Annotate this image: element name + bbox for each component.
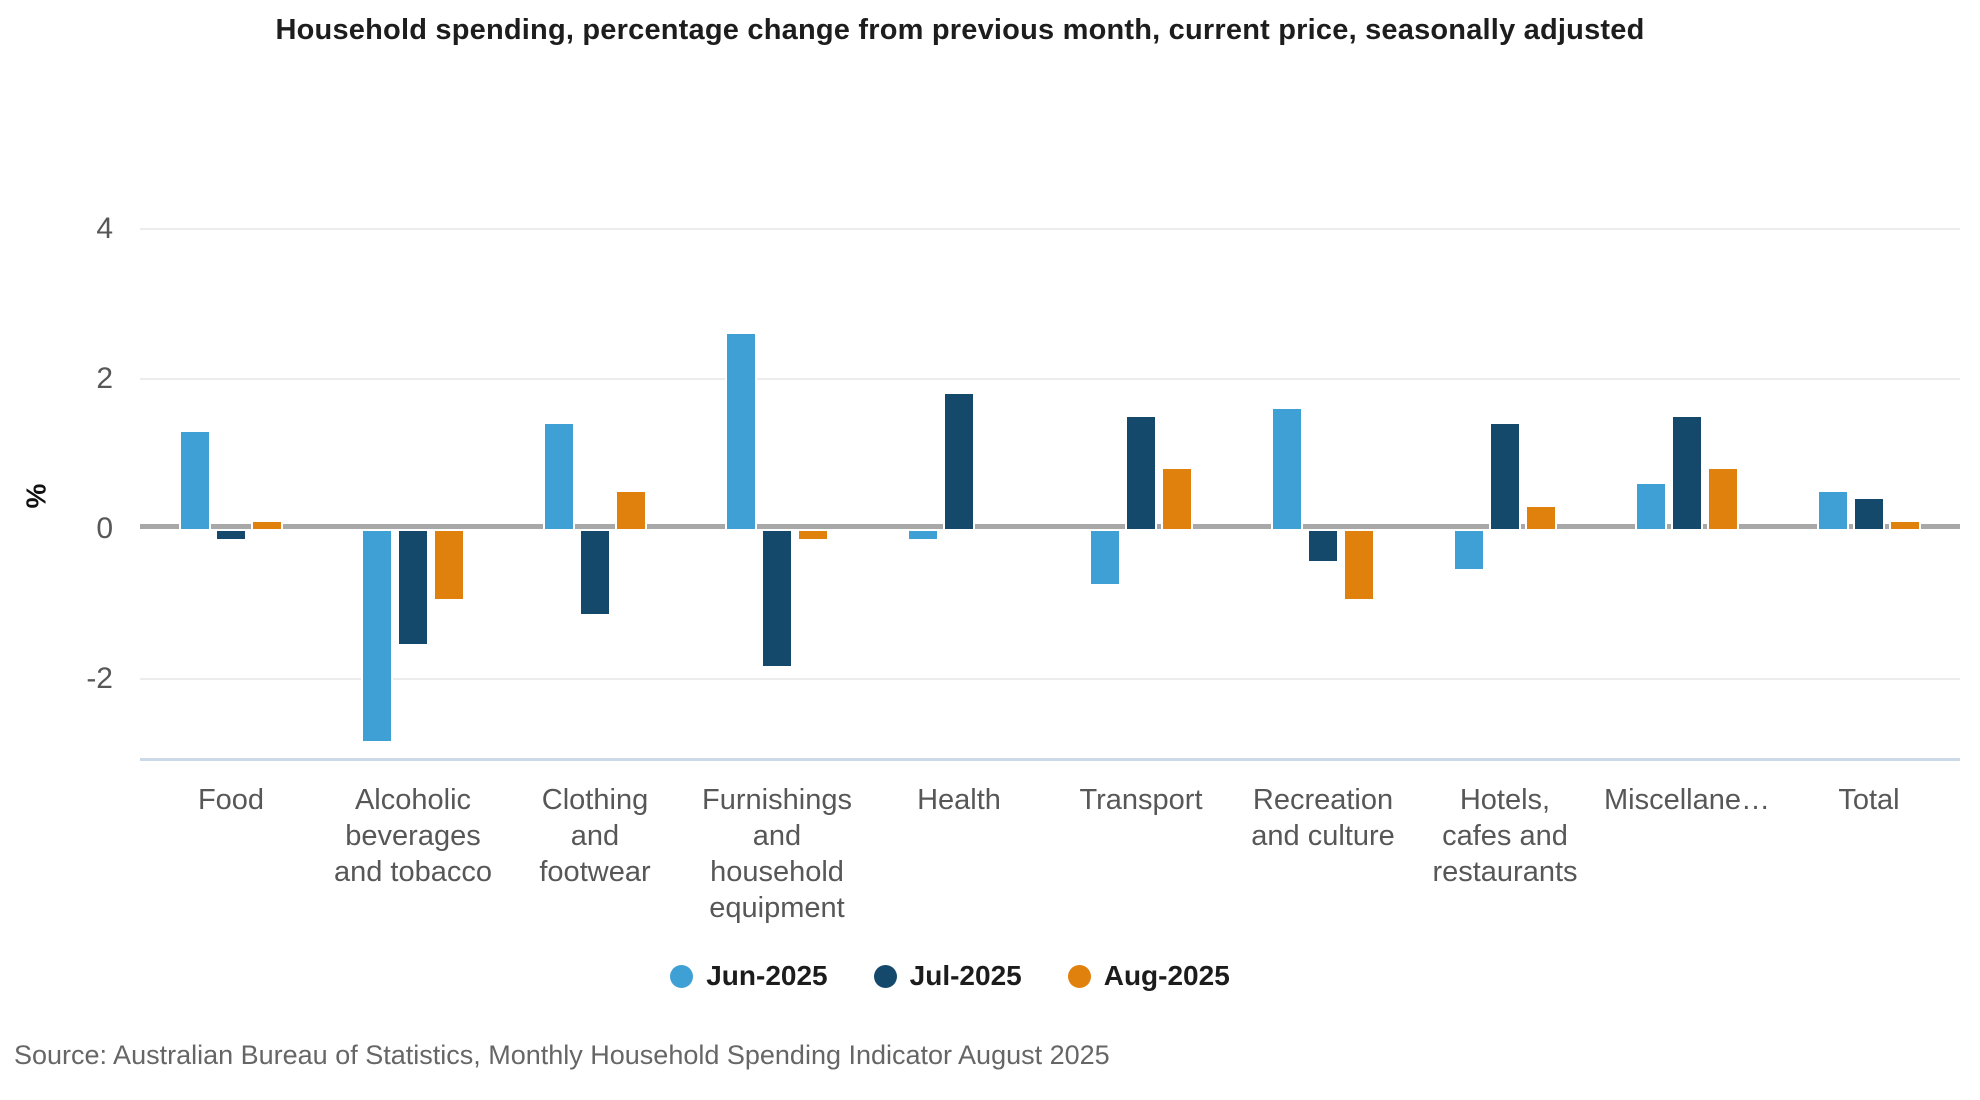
zero-line	[140, 524, 1960, 529]
bar-jul-2025-health[interactable]	[945, 394, 973, 529]
bar-jul-2025-transport[interactable]	[1127, 416, 1155, 529]
y-axis-title: %	[20, 483, 52, 509]
legend-label: Jul-2025	[909, 960, 1022, 991]
x-category-label-miscellane: Miscellane…	[1604, 784, 1770, 816]
bar-aug-2025-furnishings[interactable]	[799, 531, 827, 539]
bar-aug-2025-total[interactable]	[1891, 521, 1919, 529]
bar-aug-2025-hotels[interactable]	[1527, 506, 1555, 529]
gridline-y-2	[140, 378, 1960, 380]
x-category-label-clothing: Clothing and footwear	[539, 784, 651, 888]
bar-aug-2025-recreation[interactable]	[1345, 531, 1373, 599]
chart-legend: Jun-2025 Jul-2025 Aug-2025	[0, 960, 1900, 992]
bar-jul-2025-furnishings[interactable]	[763, 531, 791, 666]
x-category-label-alcoholic: Alcoholic beverages and tobacco	[333, 784, 492, 888]
bar-jul-2025-alcoholic[interactable]	[399, 531, 427, 644]
legend-item-jul-2025[interactable]: Jul-2025	[873, 960, 1022, 992]
bar-jun-2025-furnishings[interactable]	[727, 334, 755, 529]
bar-jun-2025-total[interactable]	[1819, 491, 1847, 529]
x-axis-line	[140, 758, 1960, 761]
x-category-label-hotels: Hotels, cafes and restaurants	[1432, 784, 1578, 888]
legend-label: Aug-2025	[1103, 960, 1230, 991]
y-tick-label-2: 2	[96, 362, 113, 395]
bar-aug-2025-food[interactable]	[253, 521, 281, 529]
source-note: Source: Australian Bureau of Statistics,…	[14, 1040, 1110, 1070]
legend-swatch-icon	[670, 964, 694, 988]
x-category-label-total: Total	[1838, 784, 1900, 816]
chart-title: Household spending, percentage change fr…	[275, 14, 1645, 46]
bar-jun-2025-food[interactable]	[181, 431, 209, 529]
bar-jun-2025-miscellane[interactable]	[1637, 484, 1665, 529]
y-tick-label-0: 0	[96, 512, 113, 545]
bar-jun-2025-hotels[interactable]	[1455, 531, 1483, 569]
x-category-label-transport: Transport	[1079, 784, 1203, 816]
y-tick-label--2: -2	[86, 662, 113, 695]
bar-jun-2025-alcoholic[interactable]	[363, 531, 391, 741]
bar-jul-2025-hotels[interactable]	[1491, 424, 1519, 529]
legend-swatch-icon	[1067, 964, 1091, 988]
bar-jun-2025-recreation[interactable]	[1273, 409, 1301, 529]
x-category-label-food: Food	[197, 784, 265, 816]
x-category-label-recreation: Recreation and culture	[1251, 784, 1395, 852]
bar-jul-2025-clothing[interactable]	[581, 531, 609, 614]
legend-label: Jun-2025	[706, 960, 828, 991]
gridline-y-4	[140, 228, 1960, 230]
bar-jun-2025-health[interactable]	[909, 531, 937, 539]
bar-aug-2025-clothing[interactable]	[617, 491, 645, 529]
bar-aug-2025-miscellane[interactable]	[1709, 469, 1737, 529]
bar-jun-2025-transport[interactable]	[1091, 531, 1119, 584]
bar-aug-2025-transport[interactable]	[1163, 469, 1191, 529]
y-tick-label-4: 4	[96, 212, 113, 245]
bar-jun-2025-clothing[interactable]	[545, 424, 573, 529]
legend-swatch-icon	[873, 964, 897, 988]
bar-aug-2025-alcoholic[interactable]	[435, 531, 463, 599]
gridline-y--2	[140, 678, 1960, 680]
bar-jul-2025-recreation[interactable]	[1309, 531, 1337, 561]
x-category-label-health: Health	[917, 784, 1001, 816]
bar-jul-2025-food[interactable]	[217, 531, 245, 539]
x-category-label-furnishings: Furnishings and household equipment	[702, 784, 852, 924]
legend-item-aug-2025[interactable]: Aug-2025	[1067, 960, 1230, 992]
bar-jul-2025-miscellane[interactable]	[1673, 416, 1701, 529]
bar-jul-2025-total[interactable]	[1855, 499, 1883, 529]
legend-item-jun-2025[interactable]: Jun-2025	[670, 960, 828, 992]
